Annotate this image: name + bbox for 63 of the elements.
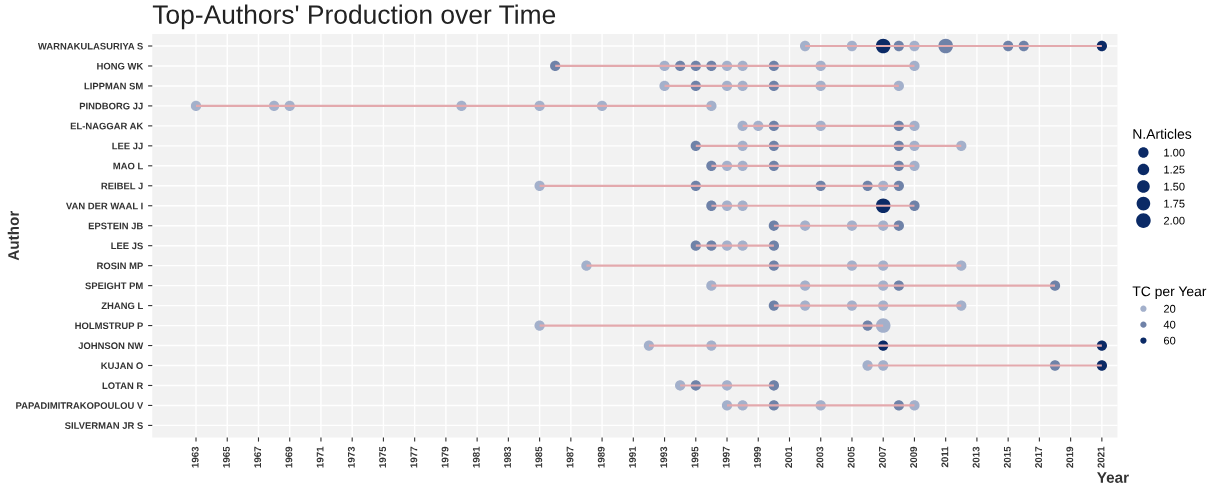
x-tick-label: 1991 xyxy=(629,446,636,468)
x-tick-label: 1995 xyxy=(691,446,699,468)
y-tick-label: HOLMSTRUP P xyxy=(75,322,143,330)
x-tick-label: 2013 xyxy=(972,446,980,468)
y-tick-label: PAPADIMITRAKOPOULOU V xyxy=(16,402,144,409)
legend-label: 1.25 xyxy=(1164,165,1185,174)
x-tick-label: 1979 xyxy=(441,446,449,468)
y-tick-label: EL-NAGGAR AK xyxy=(70,122,144,130)
y-tick-label: SPEIGHT PM xyxy=(85,282,143,290)
legend-title: TC per Year xyxy=(1132,286,1207,299)
y-tick-label: JOHNSON NW xyxy=(78,342,144,350)
x-tick-label: 1983 xyxy=(504,446,511,468)
legend-label: 1.75 xyxy=(1164,199,1185,208)
x-tick-label: 1963 xyxy=(191,446,199,468)
y-tick-label: LEE JJ xyxy=(112,142,143,150)
x-tick-label: 1989 xyxy=(597,446,605,468)
legend-label: 1.00 xyxy=(1164,148,1185,157)
x-tick-label: 1967 xyxy=(254,446,262,468)
y-tick-label: VAN DER WAAL I xyxy=(65,202,143,210)
x-tick-label: 2015 xyxy=(1003,446,1011,468)
legend-label: 2.00 xyxy=(1163,216,1185,225)
x-tick-label: 1969 xyxy=(285,446,293,468)
x-axis-title: Year xyxy=(1097,472,1129,483)
x-tick-label: 2001 xyxy=(785,446,793,468)
x-tick-label: 1981 xyxy=(472,446,480,468)
legend-label: 40 xyxy=(1163,320,1176,329)
y-tick-label: HONG WK xyxy=(97,62,144,70)
x-tick-label: 2007 xyxy=(878,446,886,468)
x-tick-label: 1971 xyxy=(316,446,324,468)
y-tick-label: KUJAN O xyxy=(101,362,143,370)
x-tick-label: 2009 xyxy=(910,446,918,468)
y-tick-label: LOTAN R xyxy=(102,382,144,389)
y-tick-label: LEE JS xyxy=(111,242,143,250)
y-tick-label: EPSTEIN JB xyxy=(88,222,143,230)
legend-label: 20 xyxy=(1163,304,1176,313)
x-tick-label: 1997 xyxy=(722,446,730,468)
y-tick-label: SILVERMAN JR S xyxy=(64,422,143,429)
x-tick-label: 1965 xyxy=(222,446,230,468)
legend-label: 60 xyxy=(1163,336,1176,345)
x-tick-label: 1985 xyxy=(535,446,543,468)
x-tick-label: 2003 xyxy=(816,446,824,468)
x-tick-label: 2005 xyxy=(847,446,855,468)
x-tick-label: 1975 xyxy=(379,446,387,468)
y-tick-label: MAO L xyxy=(113,162,143,170)
y-tick-label: ZHANG L xyxy=(101,302,143,310)
x-tick-label: 2017 xyxy=(1035,446,1042,468)
legend-label: 1.50 xyxy=(1164,182,1185,191)
x-tick-label: 1999 xyxy=(753,446,761,468)
x-tick-label: 1973 xyxy=(347,446,355,468)
x-tick-label: 1977 xyxy=(410,446,418,468)
x-tick-label: 1993 xyxy=(660,446,668,468)
x-tick-label: 2021 xyxy=(1097,446,1105,468)
y-tick-label: REIBEL J xyxy=(101,182,143,190)
y-tick-label: LIPPMAN SM xyxy=(84,82,143,90)
x-tick-label: 2011 xyxy=(941,446,949,468)
chart-title: Top-Authors' Production over Time xyxy=(152,4,556,30)
text: N.Articles xyxy=(1133,128,1192,139)
y-axis-title: Author xyxy=(7,210,19,261)
x-tick-label: 1987 xyxy=(566,446,574,468)
y-tick-label: ROSIN MP xyxy=(97,262,143,270)
x-tick-label: 2019 xyxy=(1066,446,1074,468)
y-tick-label: WARNAKULASURIYA S xyxy=(37,42,143,50)
y-tick-label: PINDBORG JJ xyxy=(79,102,143,110)
